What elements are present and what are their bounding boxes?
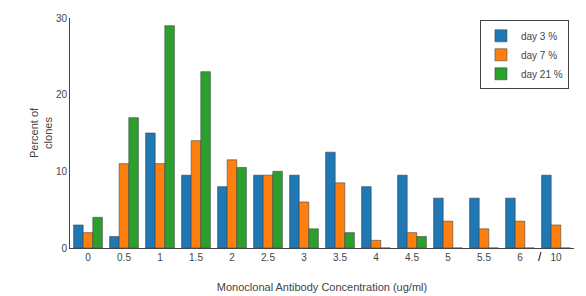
- svg-text:20: 20: [56, 89, 68, 100]
- svg-text:2.5: 2.5: [261, 252, 275, 263]
- svg-text:4.5: 4.5: [405, 252, 419, 263]
- svg-text:0.5: 0.5: [117, 252, 131, 263]
- svg-text:30: 30: [56, 13, 68, 24]
- svg-text:Percent ofclones: Percent ofclones: [28, 107, 54, 158]
- svg-text:6: 6: [517, 252, 523, 263]
- svg-text:10: 10: [550, 252, 562, 263]
- svg-text:Monoclonal Antibody Concentrat: Monoclonal Antibody Concentration (ug/ml…: [217, 281, 427, 293]
- svg-text:3.5: 3.5: [333, 252, 347, 263]
- svg-text:4: 4: [373, 252, 379, 263]
- svg-text:3: 3: [301, 252, 307, 263]
- svg-text:1.5: 1.5: [189, 252, 203, 263]
- svg-text:1: 1: [157, 252, 163, 263]
- svg-text:day 7 %: day 7 %: [521, 50, 557, 61]
- svg-text:0: 0: [85, 252, 91, 263]
- svg-text:day 21 %: day 21 %: [521, 69, 563, 80]
- svg-text:0: 0: [61, 243, 67, 254]
- svg-text:5.5: 5.5: [477, 252, 491, 263]
- svg-text:10: 10: [56, 166, 68, 177]
- svg-text:5: 5: [445, 252, 451, 263]
- svg-text:day 3 %: day 3 %: [521, 31, 557, 42]
- svg-text:/: /: [538, 250, 542, 264]
- svg-text:2: 2: [229, 252, 235, 263]
